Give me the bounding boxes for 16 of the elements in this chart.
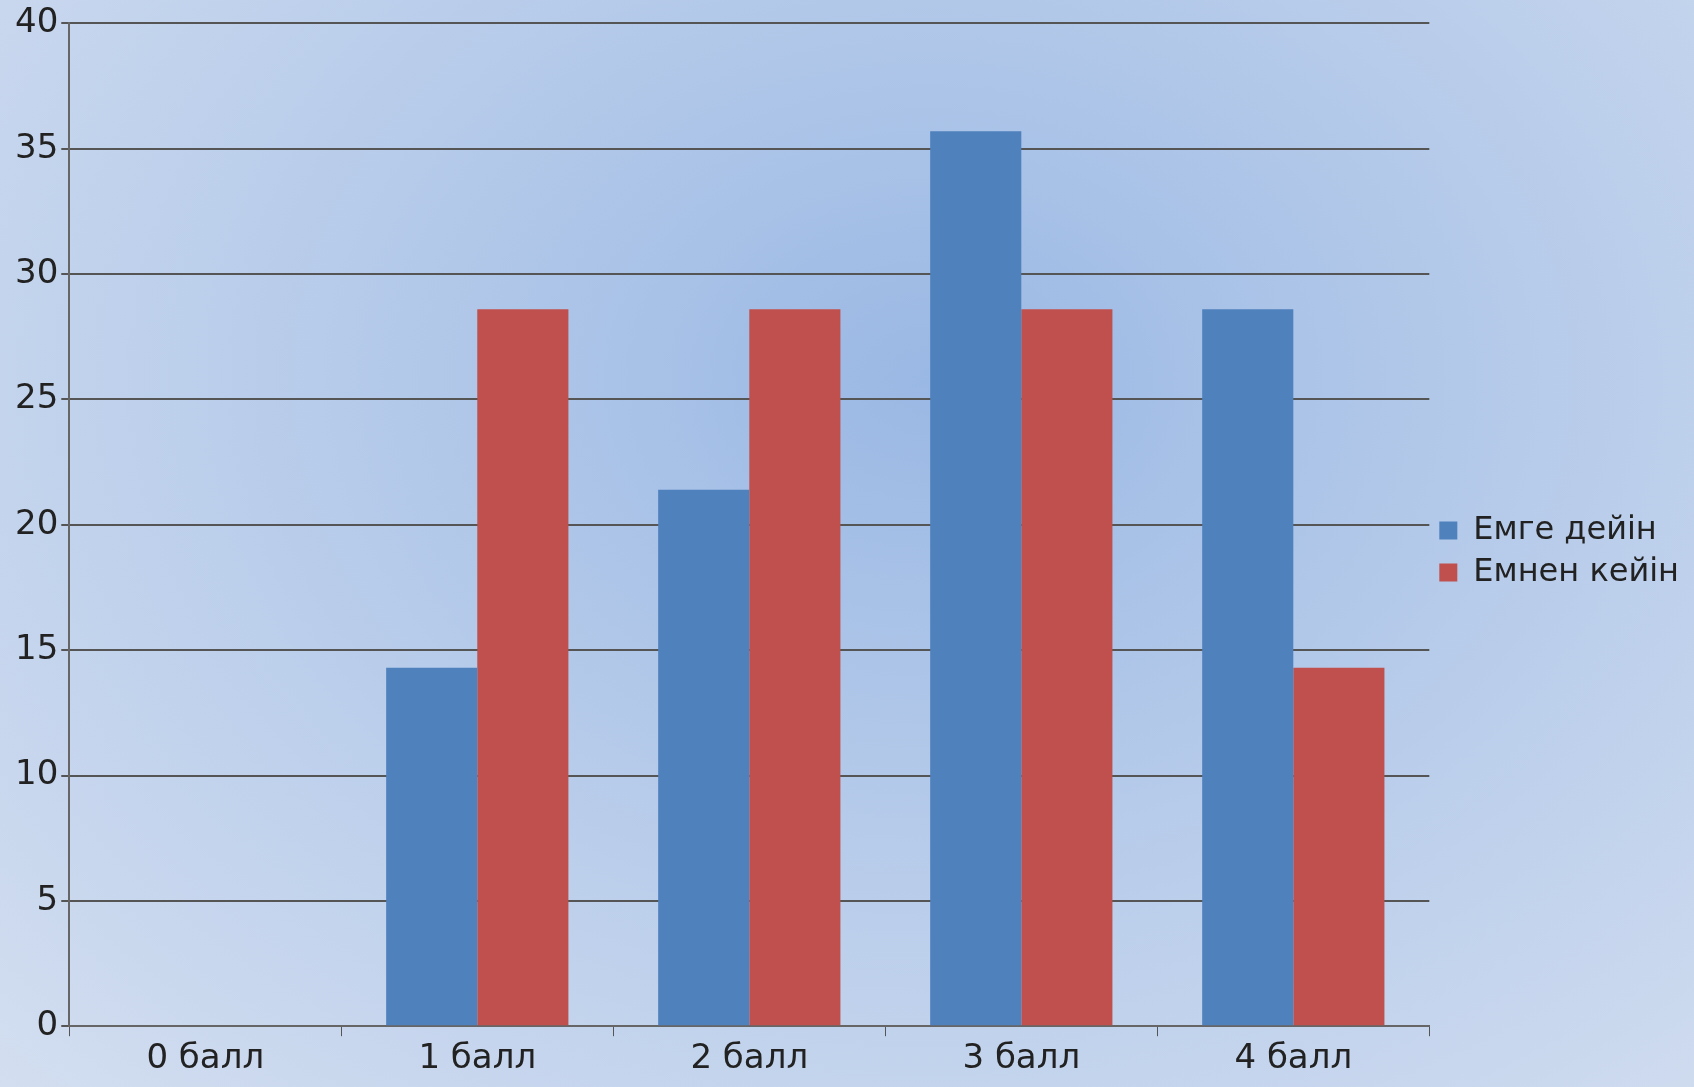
x-tick-label: 3 балл — [962, 1036, 1081, 1077]
x-tick-label: 4 балл — [1234, 1036, 1353, 1077]
y-tick-label: 35 — [15, 125, 59, 166]
x-tick-label: 0 балл — [146, 1036, 265, 1077]
y-tick-label: 25 — [15, 376, 59, 417]
legend-label: Емнен кейін — [1473, 550, 1679, 589]
y-tick-label: 10 — [15, 752, 59, 793]
y-tick-label: 30 — [15, 250, 59, 291]
y-tick-label: 15 — [15, 626, 59, 667]
x-tick-label: 1 балл — [418, 1036, 537, 1077]
y-tick-label: 40 — [15, 0, 59, 41]
y-tick-label: 20 — [15, 501, 59, 542]
legend-label: Емге дейін — [1473, 508, 1657, 547]
y-tick-label: 5 — [36, 877, 59, 918]
x-tick-label: 2 балл — [690, 1036, 809, 1077]
y-tick-label: 0 — [36, 1003, 59, 1044]
